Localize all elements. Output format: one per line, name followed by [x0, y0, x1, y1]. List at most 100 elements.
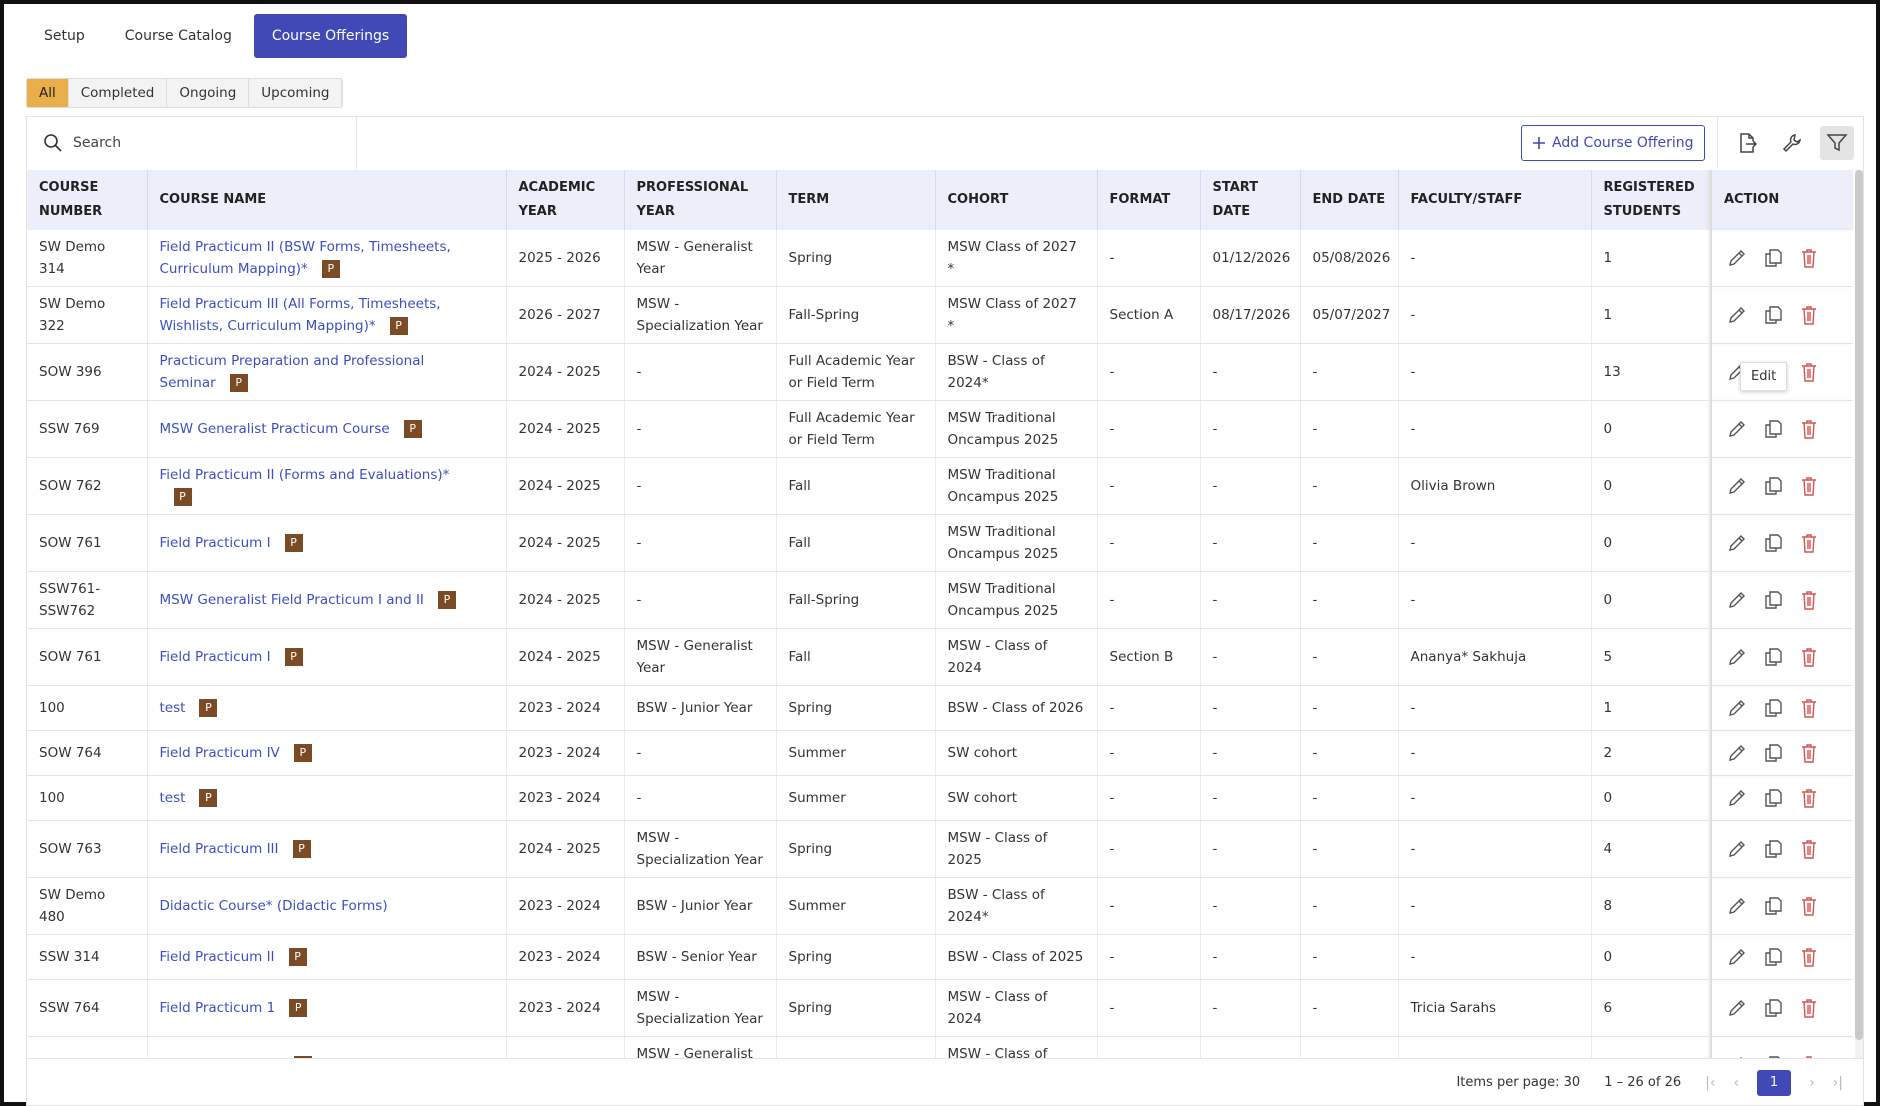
- cell: Tricia Sarahs: [1398, 979, 1592, 1037]
- filter-tab[interactable]: All: [27, 79, 69, 107]
- course-link[interactable]: Field Practicum II (Forms and Evaluation…: [159, 467, 450, 483]
- copy-icon[interactable]: [1762, 247, 1784, 269]
- copy-icon[interactable]: [1762, 1054, 1784, 1058]
- table-row: SW Demo 322 Field Practicum III (All Form…: [27, 286, 1853, 344]
- edit-icon[interactable]: [1726, 997, 1748, 1019]
- copy-icon[interactable]: [1762, 646, 1784, 668]
- filter-button[interactable]: [1819, 126, 1854, 160]
- cell: -: [1300, 457, 1399, 515]
- copy-icon[interactable]: [1762, 838, 1784, 860]
- delete-icon[interactable]: [1798, 361, 1820, 383]
- copy-icon[interactable]: [1762, 532, 1784, 554]
- cell: SSW 763: [27, 1036, 148, 1058]
- course-link[interactable]: Field Practicum IV: [159, 745, 280, 761]
- cell: -: [1300, 934, 1399, 980]
- course-link[interactable]: test: [159, 790, 186, 806]
- delete-icon[interactable]: [1798, 895, 1820, 917]
- delete-icon[interactable]: [1798, 304, 1820, 326]
- first-page[interactable]: |‹: [1705, 1074, 1716, 1091]
- add-button[interactable]: Add Course Offering: [1521, 125, 1705, 161]
- export-button[interactable]: [1730, 126, 1764, 160]
- edit-icon[interactable]: [1726, 532, 1748, 554]
- cell: 01/12/2026: [1200, 230, 1301, 287]
- course-link[interactable]: Field Practicum III: [159, 841, 279, 857]
- delete-icon[interactable]: [1798, 247, 1820, 269]
- cell: -: [624, 457, 777, 515]
- delete-icon[interactable]: [1798, 946, 1820, 968]
- tab[interactable]: Course Offerings: [253, 14, 408, 58]
- delete-icon[interactable]: [1798, 838, 1820, 860]
- edit-icon[interactable]: [1726, 946, 1748, 968]
- copy-icon[interactable]: [1762, 418, 1784, 440]
- delete-icon[interactable]: [1798, 787, 1820, 809]
- course-link[interactable]: Field Practicum III (All Forms, Timeshee…: [159, 296, 441, 334]
- filter-tab[interactable]: Upcoming: [249, 79, 343, 107]
- cell: Full Academic Year or Field Term: [776, 343, 936, 401]
- prev-page[interactable]: ‹: [1733, 1074, 1740, 1091]
- cell: -: [1300, 343, 1399, 401]
- cell: -: [1200, 343, 1301, 401]
- badge: P: [293, 1056, 312, 1058]
- course-link[interactable]: Field Practicum IV: [160, 1057, 280, 1058]
- delete-icon[interactable]: [1798, 475, 1820, 497]
- copy-icon[interactable]: [1762, 787, 1784, 809]
- course-link[interactable]: Practicum Preparation and Professional S…: [159, 353, 425, 391]
- copy-icon[interactable]: [1762, 304, 1784, 326]
- tab[interactable]: Course Catalog: [124, 28, 232, 44]
- settings-button[interactable]: [1775, 126, 1809, 160]
- edit-icon[interactable]: [1726, 697, 1748, 719]
- edit-icon[interactable]: [1726, 247, 1748, 269]
- course-link[interactable]: Field Practicum II: [159, 949, 275, 965]
- edit-icon[interactable]: [1726, 787, 1748, 809]
- next-page[interactable]: ›: [1809, 1074, 1815, 1091]
- scroll-thumb[interactable]: [1855, 170, 1863, 1040]
- table-row: SSW 314 Field Practicum II P 2023 - 2024 BSW…: [27, 934, 1853, 980]
- delete-icon[interactable]: [1798, 418, 1820, 440]
- cell: -: [1097, 877, 1201, 935]
- edit-icon[interactable]: [1726, 418, 1748, 440]
- cell: -: [1097, 685, 1201, 731]
- edit-icon[interactable]: [1726, 742, 1748, 764]
- copy-icon[interactable]: [1762, 946, 1784, 968]
- copy-icon[interactable]: [1762, 997, 1784, 1019]
- course-link[interactable]: MSW Generalist Practicum Course: [159, 421, 390, 437]
- cell: -: [1097, 934, 1201, 980]
- course-link[interactable]: Didactic Course* (Didactic Forms): [159, 898, 388, 914]
- copy-icon[interactable]: [1762, 475, 1784, 497]
- last-page[interactable]: ›|: [1832, 1074, 1843, 1091]
- delete-icon[interactable]: [1798, 997, 1820, 1019]
- delete-icon[interactable]: [1798, 646, 1820, 668]
- page-button[interactable]: 1: [1757, 1069, 1792, 1096]
- cell: 2024 - 2025: [506, 343, 625, 401]
- copy-icon[interactable]: [1762, 895, 1784, 917]
- search-box[interactable]: Search: [27, 117, 357, 169]
- course-link[interactable]: Field Practicum I: [159, 535, 271, 551]
- course-link[interactable]: Field Practicum I: [159, 649, 271, 665]
- copy-icon[interactable]: [1762, 697, 1784, 719]
- delete-icon[interactable]: [1798, 1054, 1820, 1058]
- edit-icon[interactable]: [1726, 304, 1748, 326]
- items-per-page[interactable]: Items per page: 30: [1456, 1075, 1581, 1090]
- scrollbar[interactable]: [1855, 170, 1863, 1058]
- delete-icon[interactable]: [1798, 697, 1820, 719]
- delete-icon[interactable]: [1798, 589, 1820, 611]
- delete-icon[interactable]: [1798, 742, 1820, 764]
- search-placeholder: Search: [73, 135, 122, 151]
- filter-tab[interactable]: Completed: [68, 79, 168, 107]
- course-link[interactable]: MSW Generalist Field Practicum I and II: [159, 592, 424, 608]
- course-link[interactable]: test: [159, 700, 186, 716]
- course-link[interactable]: Field Practicum 1: [159, 1000, 276, 1016]
- course-link[interactable]: Field Practicum II (BSW Forms, Timesheet…: [159, 239, 451, 277]
- tab[interactable]: Setup: [44, 28, 85, 44]
- edit-icon[interactable]: [1726, 838, 1748, 860]
- edit-icon[interactable]: [1726, 589, 1748, 611]
- course-name-cell: Field Practicum 1 P: [147, 979, 507, 1037]
- delete-icon[interactable]: [1798, 532, 1820, 554]
- copy-icon[interactable]: [1762, 589, 1784, 611]
- edit-icon[interactable]: [1726, 646, 1748, 668]
- table-body: SW Demo 314 Field Practicum II (BSW Forms…: [27, 230, 1853, 1058]
- copy-icon[interactable]: [1762, 742, 1784, 764]
- filter-tab[interactable]: Ongoing: [167, 79, 250, 107]
- edit-icon[interactable]: [1726, 895, 1748, 917]
- edit-icon[interactable]: [1726, 475, 1748, 497]
